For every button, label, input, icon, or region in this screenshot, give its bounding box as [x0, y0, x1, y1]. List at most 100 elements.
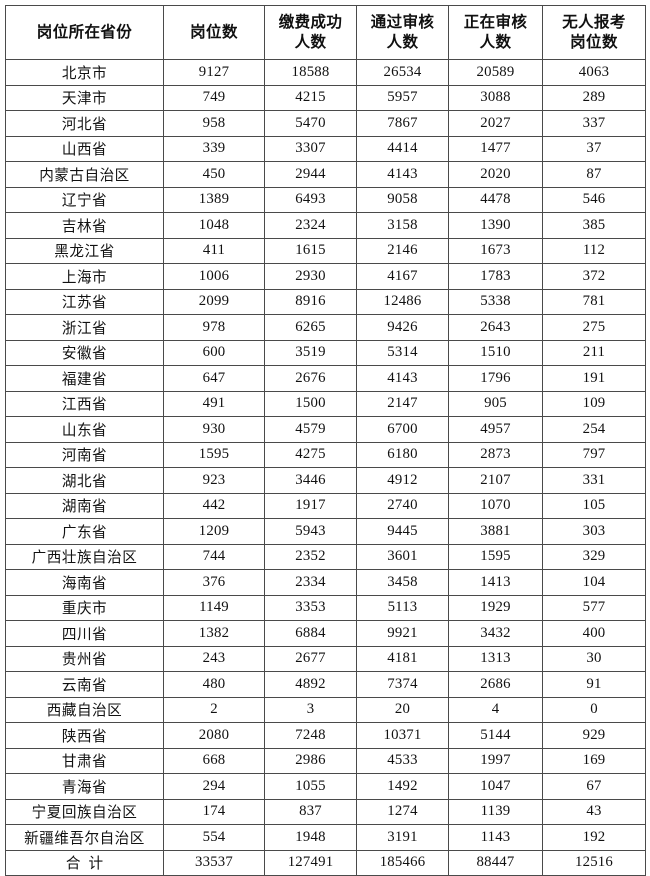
cell-paid-count: 127491: [264, 849, 357, 876]
cell-passed-review-count: 5314: [356, 339, 449, 366]
cell-post-count: 442: [163, 492, 265, 519]
cell-no-applicant-post-count: 169: [542, 747, 646, 774]
table-row: 贵州省 243 2677 4181 1313 30: [5, 645, 646, 672]
cell-post-count: 554: [163, 824, 265, 851]
cell-passed-review-count: 3601: [356, 543, 449, 570]
cell-in-review-count: 1929: [448, 594, 543, 621]
cell-post-count: 376: [163, 569, 265, 596]
cell-post-count: 480: [163, 671, 265, 698]
cell-post-count: 491: [163, 390, 265, 417]
cell-province: 黑龙江省: [5, 237, 164, 264]
cell-post-count: 1382: [163, 620, 265, 647]
table-row: 江苏省 2099 8916 12486 5338 781: [5, 288, 646, 315]
cell-passed-review-count: 6180: [356, 441, 449, 468]
header-line: 岗位数: [570, 32, 618, 51]
cell-paid-count: 3353: [264, 594, 357, 621]
cell-in-review-count: 2643: [448, 314, 543, 341]
cell-province: 安徽省: [5, 339, 164, 366]
cell-paid-count: 4892: [264, 671, 357, 698]
column-header-passed-review-count: 通过审核 人数: [356, 5, 449, 60]
cell-in-review-count: 3432: [448, 620, 543, 647]
cell-in-review-count: 3088: [448, 84, 543, 111]
cell-paid-count: 5943: [264, 518, 357, 545]
cell-paid-count: 1615: [264, 237, 357, 264]
table-row: 安徽省 600 3519 5314 1510 211: [5, 339, 646, 366]
cell-paid-count: 4579: [264, 416, 357, 443]
cell-paid-count: 2986: [264, 747, 357, 774]
cell-paid-count: 3307: [264, 135, 357, 162]
cell-paid-count: 6493: [264, 186, 357, 213]
cell-in-review-count: 88447: [448, 849, 543, 876]
cell-in-review-count: 1673: [448, 237, 543, 264]
cell-passed-review-count: 185466: [356, 849, 449, 876]
table-row: 河北省 958 5470 7867 2027 337: [5, 110, 646, 137]
cell-in-review-count: 4478: [448, 186, 543, 213]
cell-passed-review-count: 9426: [356, 314, 449, 341]
cell-province: 陕西省: [5, 722, 164, 749]
cell-province: 吉林省: [5, 212, 164, 239]
cell-in-review-count: 5144: [448, 722, 543, 749]
table-body: 北京市 9127 18588 26534 20589 4063 天津市 749 4215 5957…: [5, 59, 646, 876]
cell-in-review-count: 1477: [448, 135, 543, 162]
cell-in-review-count: 1510: [448, 339, 543, 366]
cell-in-review-count: 1997: [448, 747, 543, 774]
cell-in-review-count: 4: [448, 696, 543, 723]
cell-no-applicant-post-count: 87: [542, 161, 646, 188]
cell-no-applicant-post-count: 191: [542, 365, 646, 392]
cell-paid-count: 5470: [264, 110, 357, 137]
cell-post-count: 1209: [163, 518, 265, 545]
cell-paid-count: 2677: [264, 645, 357, 672]
cell-post-count: 744: [163, 543, 265, 570]
table-row: 甘肃省 668 2986 4533 1997 169: [5, 747, 646, 774]
cell-in-review-count: 1143: [448, 824, 543, 851]
table-row: 辽宁省 1389 6493 9058 4478 546: [5, 186, 646, 213]
cell-province: 湖南省: [5, 492, 164, 519]
statistics-table-container: 岗位所在省份 岗位数 缴费成功 人数 通过审核 人数 正在审核 人数: [5, 5, 646, 876]
table-header: 岗位所在省份 岗位数 缴费成功 人数 通过审核 人数 正在审核 人数: [5, 5, 646, 60]
table-row: 海南省 376 2334 3458 1413 104: [5, 569, 646, 596]
cell-no-applicant-post-count: 275: [542, 314, 646, 341]
cell-passed-review-count: 2147: [356, 390, 449, 417]
cell-province: 天津市: [5, 84, 164, 111]
cell-province: 湖北省: [5, 467, 164, 494]
cell-province: 河南省: [5, 441, 164, 468]
cell-no-applicant-post-count: 329: [542, 543, 646, 570]
cell-post-count: 2: [163, 696, 265, 723]
cell-paid-count: 4275: [264, 441, 357, 468]
cell-passed-review-count: 9921: [356, 620, 449, 647]
cell-in-review-count: 2686: [448, 671, 543, 698]
cell-paid-count: 6265: [264, 314, 357, 341]
cell-province: 云南省: [5, 671, 164, 698]
cell-paid-count: 2930: [264, 263, 357, 290]
column-header-paid-count: 缴费成功 人数: [264, 5, 357, 60]
cell-no-applicant-post-count: 4063: [542, 59, 646, 86]
cell-no-applicant-post-count: 372: [542, 263, 646, 290]
cell-paid-count: 2676: [264, 365, 357, 392]
column-header-in-review-count: 正在审核 人数: [448, 5, 543, 60]
header-line: 通过审核: [370, 12, 435, 31]
table-row: 山东省 930 4579 6700 4957 254: [5, 416, 646, 443]
cell-province: 江西省: [5, 390, 164, 417]
cell-passed-review-count: 4181: [356, 645, 449, 672]
cell-paid-count: 837: [264, 798, 357, 825]
cell-in-review-count: 20589: [448, 59, 543, 86]
cell-passed-review-count: 1492: [356, 773, 449, 800]
cell-in-review-count: 905: [448, 390, 543, 417]
cell-post-count: 411: [163, 237, 265, 264]
header-line: 正在审核: [463, 12, 528, 31]
header-line: 无人报考: [562, 12, 626, 31]
cell-post-count: 2080: [163, 722, 265, 749]
cell-paid-count: 2334: [264, 569, 357, 596]
cell-passed-review-count: 5957: [356, 84, 449, 111]
cell-passed-review-count: 2146: [356, 237, 449, 264]
cell-no-applicant-post-count: 254: [542, 416, 646, 443]
cell-post-count: 668: [163, 747, 265, 774]
cell-no-applicant-post-count: 12516: [542, 849, 646, 876]
cell-post-count: 1006: [163, 263, 265, 290]
cell-province: 重庆市: [5, 594, 164, 621]
cell-no-applicant-post-count: 112: [542, 237, 646, 264]
cell-paid-count: 4215: [264, 84, 357, 111]
cell-in-review-count: 4957: [448, 416, 543, 443]
cell-no-applicant-post-count: 0: [542, 696, 646, 723]
cell-no-applicant-post-count: 91: [542, 671, 646, 698]
